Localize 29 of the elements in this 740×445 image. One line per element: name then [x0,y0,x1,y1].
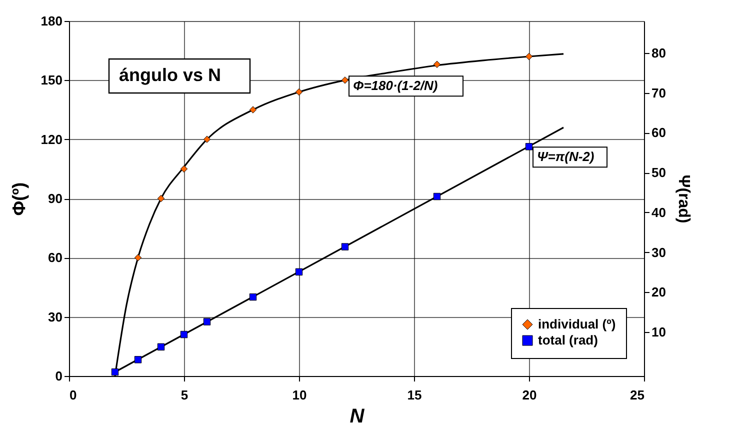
y2-tick-label: 50 [652,165,666,180]
y2-tick-label: 20 [652,284,666,300]
y2-tick-label: 30 [652,244,666,260]
y-tick-label: 150 [40,72,62,88]
y-tick-label: 60 [48,250,62,266]
y-tick-label: 180 [40,14,62,28]
x-tick-label: 0 [70,388,77,402]
y2-tick-label: 70 [652,85,666,100]
annotation: Φ=180·(1-2/N) [353,78,438,94]
y-axis-title: Φ(º) [8,182,29,216]
x-axis-title: N [350,406,365,428]
annotation: Ψ=π(N-2) [537,149,594,164]
y2-tick-label: 40 [652,204,666,220]
y2-tick-label: 10 [652,324,666,340]
y2-tick-label: 80 [652,45,666,60]
y2-tick-label: 60 [652,125,666,140]
x-tick-label: 25 [630,388,644,402]
y2-axis-title: Ψ(rad) [674,174,692,224]
x-tick-label: 10 [292,388,307,402]
x-tick-label: 15 [407,388,422,402]
y-tick-label: 120 [40,132,62,147]
y-tick-label: 0 [55,368,62,384]
y-tick-label: 30 [48,309,62,324]
y-tick-label: 90 [48,191,62,206]
legend-label: total (rad) [538,332,598,348]
legend-label: individual (º) [538,316,616,332]
x-tick-label: 5 [180,388,188,402]
x-tick-label: 20 [522,388,537,402]
text: ángulo vs N [119,65,222,85]
